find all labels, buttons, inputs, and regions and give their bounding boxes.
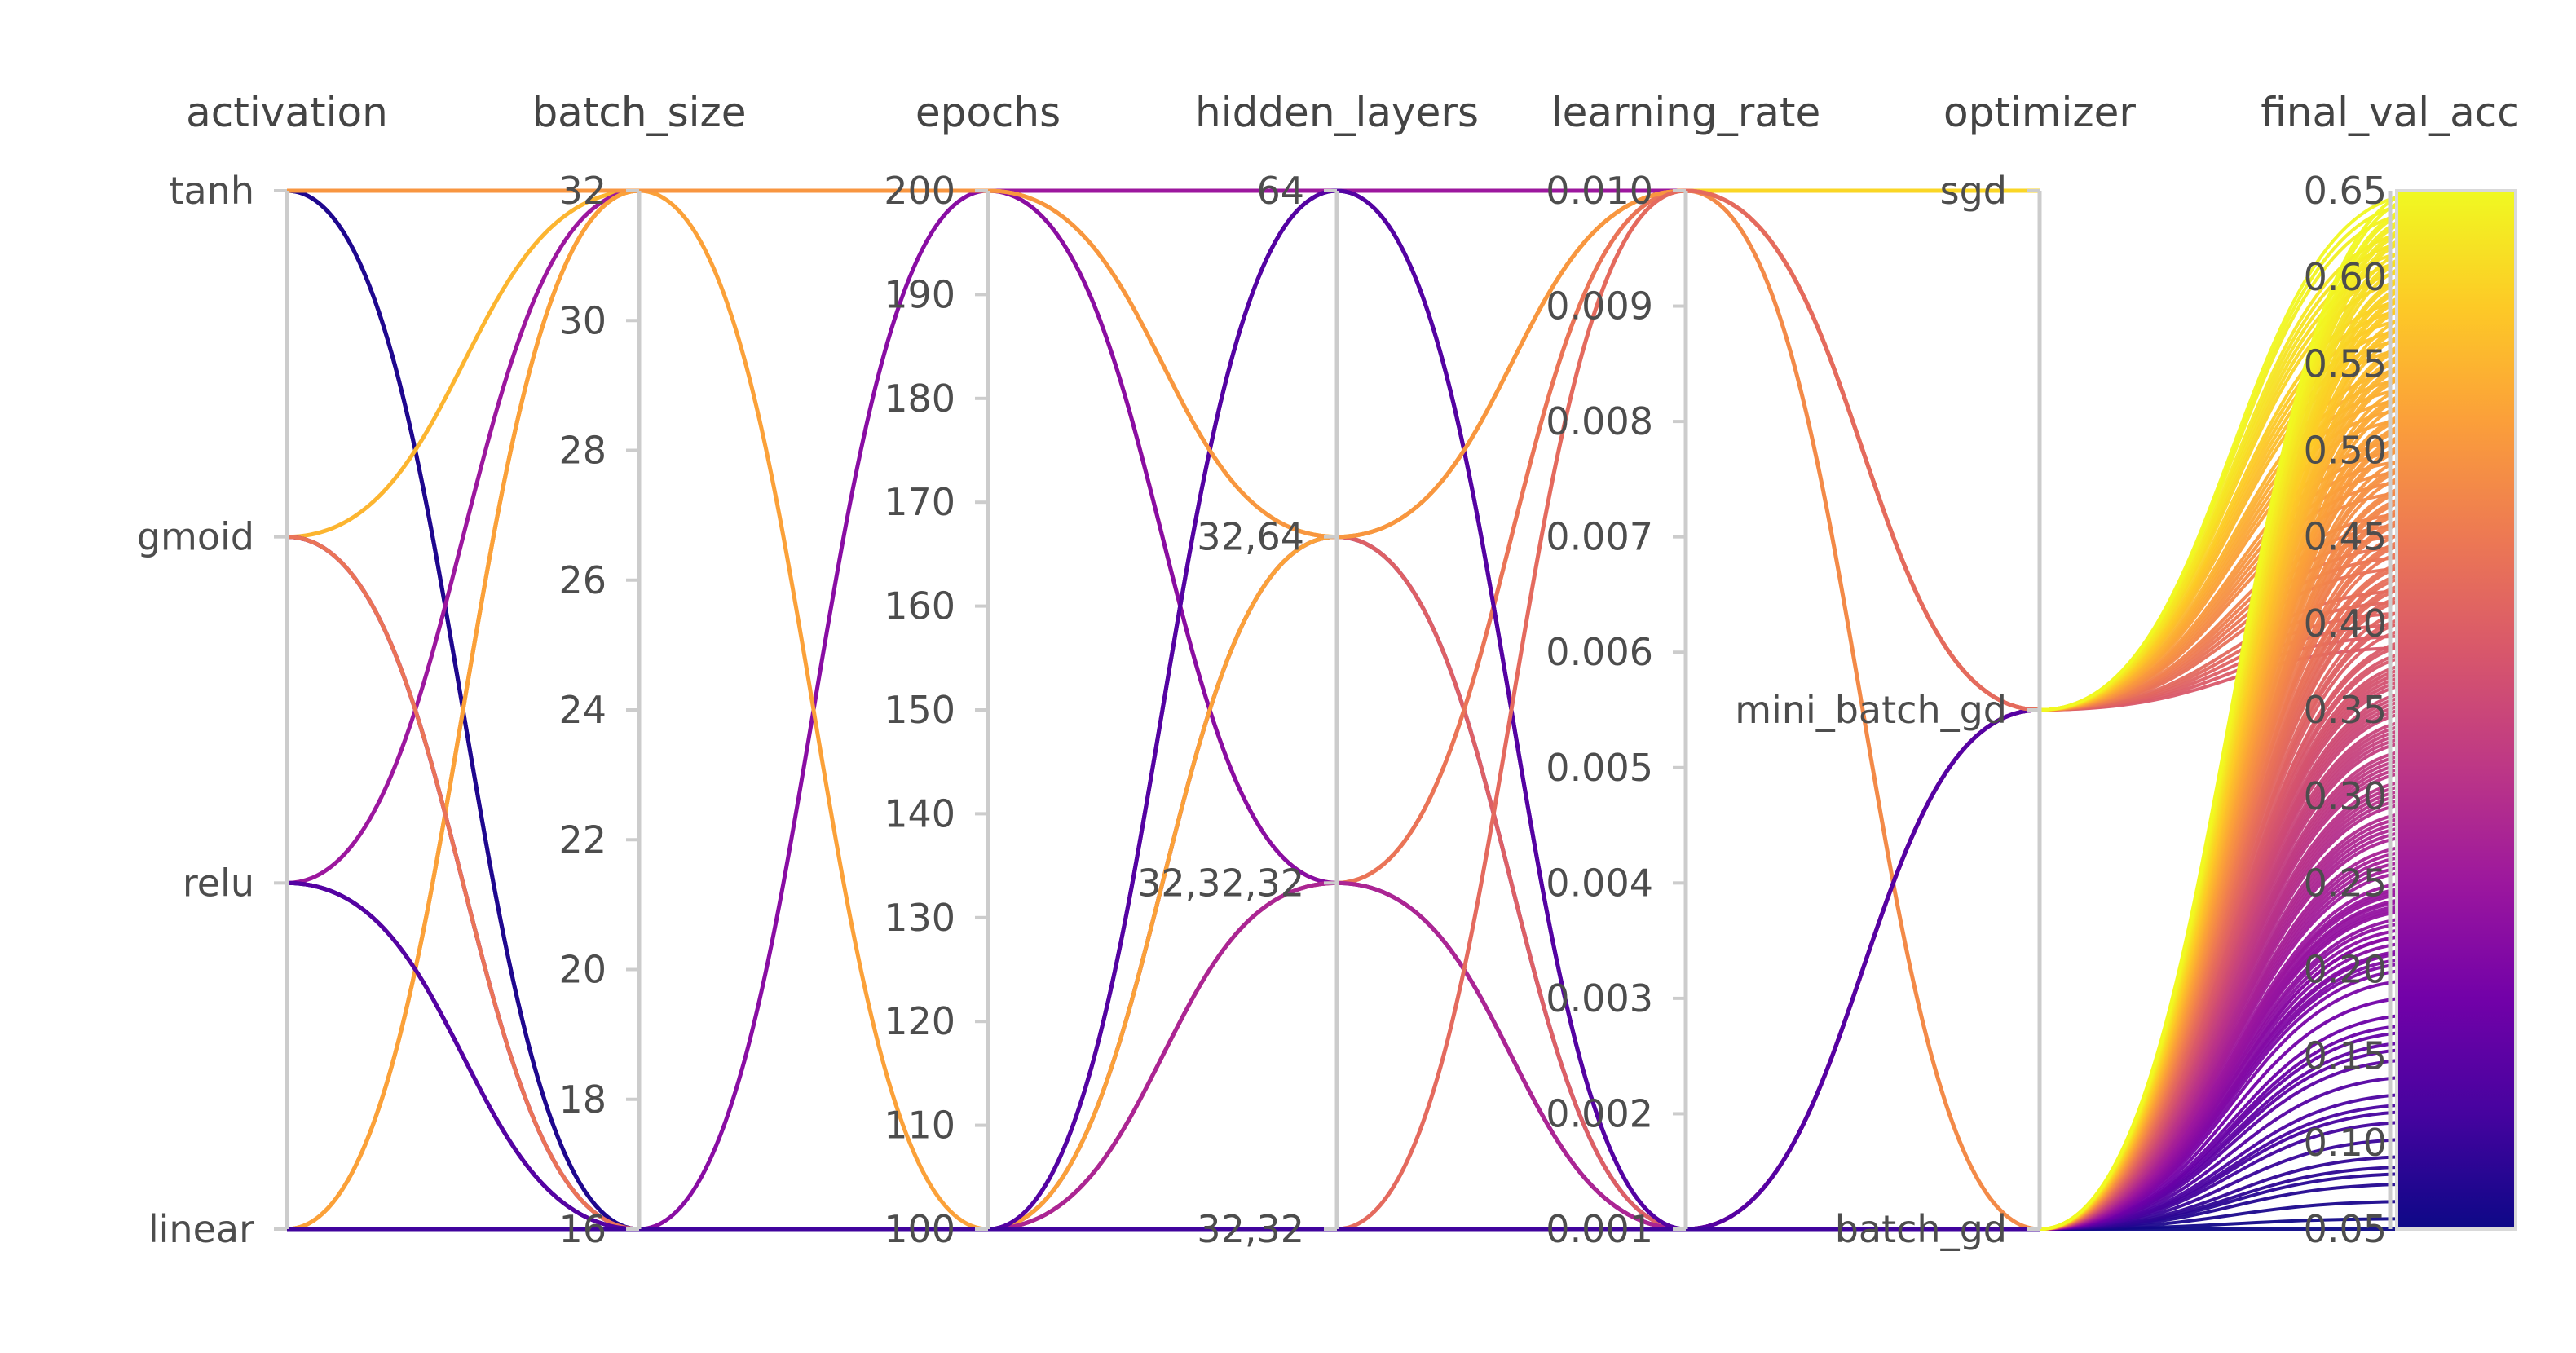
axes: activation tanh gmoid relu linear batch_size 1… [137, 89, 2520, 1251]
tick-label-batch_size-5: 26 [558, 558, 607, 602]
axis-title-hidden_layers: hidden_layers [1195, 89, 1479, 136]
tick-label-learning_rate-6: 0.007 [1546, 515, 1653, 559]
tick-label-epochs-1: 110 [884, 1104, 955, 1148]
tick-label-learning_rate-4: 0.005 [1546, 746, 1653, 790]
tick-label-epochs-4: 140 [884, 791, 955, 835]
tick-label-learning_rate-7: 0.008 [1546, 399, 1653, 443]
tick-label-final_val_acc-6: 0.35 [2304, 688, 2387, 732]
tick-label-epochs-2: 120 [884, 999, 955, 1043]
data-line-path-19 [287, 188, 2040, 712]
axis-hidden_layers: hidden_layers 64 32,64 32,32,32 32,32 [1137, 89, 1479, 1251]
tick-label-final_val_acc-2: 0.15 [2304, 1034, 2387, 1078]
tick-label-learning_rate-8: 0.009 [1546, 284, 1653, 328]
tick-label-hidden_layers-3: 32,32 [1197, 1207, 1304, 1251]
tick-label-final_val_acc-9: 0.50 [2304, 429, 2387, 473]
tick-label-activation-0: tanh [169, 169, 254, 213]
tick-label-final_val_acc-3: 0.20 [2304, 948, 2387, 992]
tick-label-batch_size-1: 18 [558, 1078, 607, 1122]
axis-title-epochs: epochs [915, 89, 1061, 136]
tick-label-activation-1: gmoid [137, 515, 254, 559]
tick-label-epochs-9: 190 [884, 272, 955, 316]
tick-label-epochs-7: 170 [884, 480, 955, 524]
data-line-15 [286, 188, 2040, 1232]
tick-label-optimizer-2: batch_gd [1835, 1207, 2007, 1251]
tick-label-batch_size-8: 32 [558, 169, 607, 213]
tick-label-learning_rate-2: 0.003 [1546, 976, 1653, 1020]
tick-label-epochs-3: 130 [884, 896, 955, 940]
tick-label-hidden_layers-2: 32,32,32 [1137, 861, 1304, 905]
tick-label-optimizer-1: mini_batch_gd [1735, 688, 2007, 732]
tick-label-batch_size-6: 28 [558, 429, 607, 473]
tick-label-final_val_acc-0: 0.05 [2304, 1207, 2387, 1251]
tick-label-activation-2: relu [183, 861, 254, 905]
tick-label-final_val_acc-5: 0.30 [2304, 774, 2387, 818]
axis-title-optimizer: optimizer [1943, 89, 2136, 136]
tick-label-learning_rate-9: 0.010 [1546, 169, 1653, 213]
tick-label-final_val_acc-10: 0.55 [2304, 342, 2387, 386]
fan-line-199 [2039, 189, 2424, 1231]
final-val-acc-fan [2039, 189, 2424, 1232]
tick-label-learning_rate-1: 0.002 [1546, 1091, 1653, 1135]
tick-label-batch_size-2: 20 [558, 948, 607, 992]
axis-optimizer: optimizer sgd mini_batch_gd batch_gd [1735, 89, 2136, 1251]
tick-label-epochs-0: 100 [884, 1207, 955, 1251]
tick-label-activation-3: linear [148, 1207, 254, 1251]
tick-label-optimizer-0: sgd [1940, 169, 2007, 213]
tick-label-batch_size-7: 30 [558, 298, 607, 342]
tick-label-final_val_acc-12: 0.65 [2304, 169, 2387, 213]
tick-label-hidden_layers-1: 32,64 [1197, 515, 1304, 559]
axis-learning_rate: learning_rate 0.001 0.002 0.003 0.004 0.005 0.… [1546, 89, 1820, 1251]
axis-final_val_acc: final_val_acc 0.05 0.10 0.15 0.20 0.25 0.30 0.3… [2261, 89, 2519, 1251]
tick-label-batch_size-0: 16 [558, 1207, 607, 1251]
data-line-path-15 [286, 188, 2040, 1232]
tick-label-learning_rate-0: 0.001 [1546, 1207, 1653, 1251]
tick-label-final_val_acc-1: 0.10 [2304, 1121, 2387, 1165]
tick-label-learning_rate-5: 0.006 [1546, 630, 1653, 674]
tick-label-final_val_acc-8: 0.45 [2304, 515, 2387, 559]
data-line-19 [287, 188, 2040, 712]
tick-label-learning_rate-3: 0.004 [1546, 861, 1653, 905]
axis-title-final_val_acc: final_val_acc [2261, 89, 2519, 136]
axis-activation: activation tanh gmoid relu linear [137, 89, 388, 1251]
colorbar [2395, 189, 2517, 1231]
data-lines [286, 188, 2040, 1232]
axis-title-batch_size: batch_size [532, 89, 746, 136]
tick-label-epochs-5: 150 [884, 688, 955, 732]
colorbar-frame [2395, 189, 2517, 1231]
tick-label-final_val_acc-4: 0.25 [2304, 861, 2387, 905]
axis-epochs: epochs 100 110 120 130 140 150 160 170 180 190 200 [884, 89, 1061, 1251]
tick-label-epochs-6: 160 [884, 584, 955, 628]
tick-label-final_val_acc-11: 0.60 [2304, 255, 2387, 299]
colorbar-gradient [2397, 191, 2516, 1229]
axis-title-learning_rate: learning_rate [1551, 89, 1821, 136]
axis-batch_size: batch_size 16 18 20 22 24 26 28 30 32 [532, 89, 746, 1251]
tick-label-hidden_layers-0: 64 [1256, 169, 1304, 213]
tick-label-batch_size-3: 22 [558, 818, 607, 862]
axis-title-activation: activation [186, 89, 388, 136]
tick-label-epochs-8: 180 [884, 377, 955, 421]
tick-label-batch_size-4: 24 [558, 688, 607, 732]
tick-label-epochs-10: 200 [884, 169, 955, 213]
fan-line-198 [2039, 192, 2424, 712]
tick-label-final_val_acc-7: 0.40 [2304, 602, 2387, 646]
